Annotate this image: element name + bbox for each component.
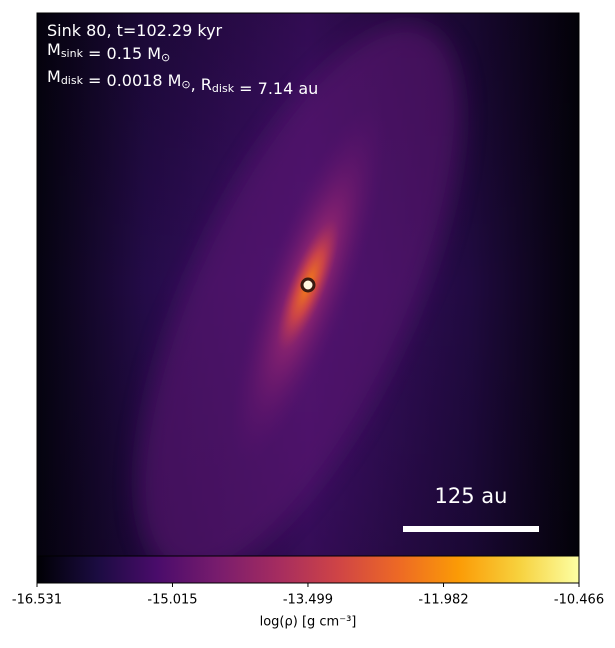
annotation-text: = 7.14 au [234, 79, 318, 98]
annotation-subscript: sink [61, 47, 84, 60]
annotation-text: = 0.15 M [83, 44, 161, 63]
annotation-subscript: ⊙ [181, 78, 190, 91]
annotation-subscript: disk [212, 82, 235, 95]
scale-bar-label: 125 au [435, 484, 508, 508]
annotation-subscript: disk [61, 74, 84, 87]
density-map [37, 13, 579, 556]
annotation-text: = 0.0018 M [83, 71, 181, 90]
annotation-text: M [47, 67, 61, 86]
colorbar-tick-label: -10.466 [554, 593, 604, 608]
colorbar-label: log(ρ) [g cm⁻³] [260, 615, 357, 630]
colorbar-tick-label: -15.015 [147, 593, 197, 608]
annotation-text: , R [191, 75, 212, 94]
annotation-text: Sink 80, t=102.29 kyr [47, 21, 223, 40]
colorbar-tick-label: -11.982 [418, 593, 468, 608]
colorbar-tick-label: -13.499 [283, 593, 333, 608]
annotation-text: M [47, 40, 61, 59]
annotation: Sink 80, t=102.29 kyr Msink = 0.15 M⊙ Mdis… [47, 21, 318, 98]
colorbar-tick-label: -16.531 [12, 593, 62, 608]
colorbar [36, 555, 580, 584]
annotation-subscript: ⊙ [161, 51, 170, 64]
